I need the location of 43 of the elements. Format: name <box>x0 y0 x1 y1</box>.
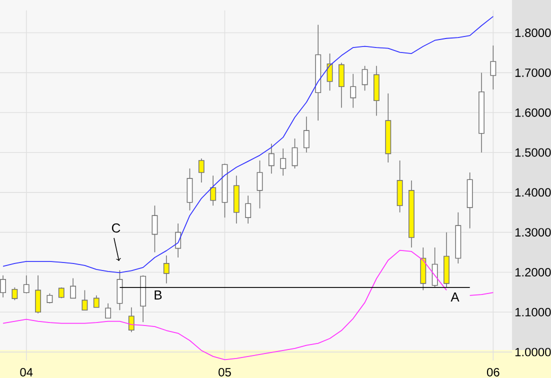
candlestick <box>268 143 274 174</box>
y-tick-label: 1.1000 <box>515 308 551 316</box>
candlestick <box>105 302 112 319</box>
candlestick <box>82 290 88 311</box>
candlestick <box>326 53 333 92</box>
candlestick <box>256 160 263 209</box>
candlestick <box>128 306 134 332</box>
candlestick <box>46 292 53 304</box>
candlestick <box>35 275 42 314</box>
y-tick-label: 1.6000 <box>515 108 551 117</box>
candlestick <box>116 270 123 311</box>
candlestick <box>362 66 368 92</box>
candlestick <box>432 247 438 288</box>
y-tick-label: 1.8000 <box>515 28 551 38</box>
candlestick <box>23 275 30 294</box>
candlestick <box>210 175 216 206</box>
annotation: A <box>450 292 460 302</box>
candlestick <box>70 278 76 299</box>
x-tick-label: 05 <box>218 368 231 376</box>
y-tick-label: 1.0000 <box>515 348 551 356</box>
y-tick-label: 1.3000 <box>515 228 551 237</box>
candlestick <box>338 62 344 108</box>
candlestick <box>152 205 158 253</box>
candlestick <box>245 195 252 224</box>
candlestick <box>93 294 100 308</box>
candlestick <box>490 45 496 90</box>
candlestick <box>280 148 286 176</box>
annotation: C <box>112 223 120 233</box>
candlestick <box>175 223 182 258</box>
x-tick-label: 06 <box>486 368 500 376</box>
x-tick-label: 04 <box>20 368 33 376</box>
candlestick <box>186 168 193 211</box>
candlestick <box>12 287 18 301</box>
y-tick-label: 1.4000 <box>515 188 551 197</box>
y-tick-label: 1.7000 <box>515 68 551 77</box>
y-tick-label: 1.5000 <box>515 148 551 157</box>
candlestick <box>292 138 298 169</box>
candlestick <box>163 255 170 284</box>
candlestick <box>350 73 356 108</box>
candlestick <box>303 116 310 153</box>
y-tick-label: 1.2000 <box>515 268 551 276</box>
candlestick <box>198 158 204 183</box>
annotation: B <box>154 290 162 300</box>
